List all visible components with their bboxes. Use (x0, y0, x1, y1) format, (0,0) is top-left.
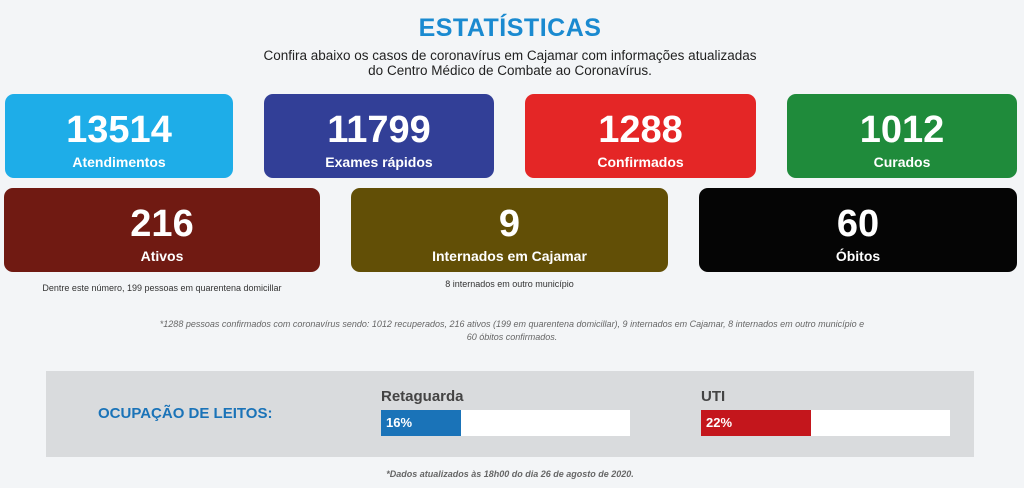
retaguarda-title: Retaguarda (381, 388, 464, 405)
stat-label: Exames rápidos (325, 154, 433, 170)
stat-card-confirmados: 1288 Confirmados (525, 94, 756, 178)
bed-occupancy-panel: OCUPAÇÃO DE LEITOS: Retaguarda 16% UTI 2… (46, 371, 974, 457)
stat-value: 1012 (859, 109, 945, 151)
stat-label: Curados (873, 154, 931, 170)
uti-percent: 22% (706, 415, 733, 430)
stat-value: 9 (498, 203, 521, 245)
retaguarda-percent: 16% (386, 415, 413, 430)
subtitle-line-2: do Centro Médico de Combate ao Coronavír… (368, 63, 652, 78)
stat-label: Óbitos (835, 248, 881, 264)
updated-note: *Dados atualizados às 18h00 do dia 26 de… (386, 469, 634, 479)
stat-card-atendimentos: 13514 Atendimentos (5, 94, 233, 178)
page-subtitle: Confira abaixo os casos de coronavírus e… (262, 48, 758, 78)
retaguarda-bar-fill: 16% (381, 410, 461, 436)
internados-note: 8 internados em outro município (445, 279, 574, 289)
summary-footnote: *1288 pessoas confirmados com coronavíru… (120, 318, 904, 344)
subtitle-line-1: Confira abaixo os casos de coronavírus e… (263, 48, 757, 63)
stat-value: 13514 (66, 109, 172, 151)
page-title: ESTATÍSTICAS (418, 14, 602, 42)
stat-card-internados: 9 Internados em Cajamar (351, 188, 668, 272)
stat-value: 216 (130, 203, 194, 245)
occupancy-label: OCUPAÇÃO DE LEITOS: (98, 405, 273, 422)
stat-label: Ativos (140, 248, 184, 264)
stat-value: 60 (836, 203, 880, 245)
stat-label: Atendimentos (72, 154, 166, 170)
stat-label: Internados em Cajamar (432, 248, 587, 264)
stat-label: Confirmados (597, 154, 684, 170)
uti-bar: 22% (701, 410, 950, 436)
stat-card-obitos: 60 Óbitos (699, 188, 1017, 272)
ativos-note: Dentre este número, 199 pessoas em quare… (42, 283, 282, 293)
stat-card-exames-rapidos: 11799 Exames rápidos (264, 94, 494, 178)
stat-card-ativos: 216 Ativos (4, 188, 320, 272)
stat-card-curados: 1012 Curados (787, 94, 1017, 178)
footnote-line-1: *1288 pessoas confirmados com coronavíru… (159, 319, 865, 329)
uti-title: UTI (701, 388, 726, 405)
stat-value: 1288 (598, 109, 683, 151)
stat-value: 11799 (327, 109, 431, 151)
footnote-line-2: 60 óbitos confirmados. (466, 332, 558, 342)
retaguarda-bar: 16% (381, 410, 630, 436)
uti-bar-fill: 22% (701, 410, 811, 436)
